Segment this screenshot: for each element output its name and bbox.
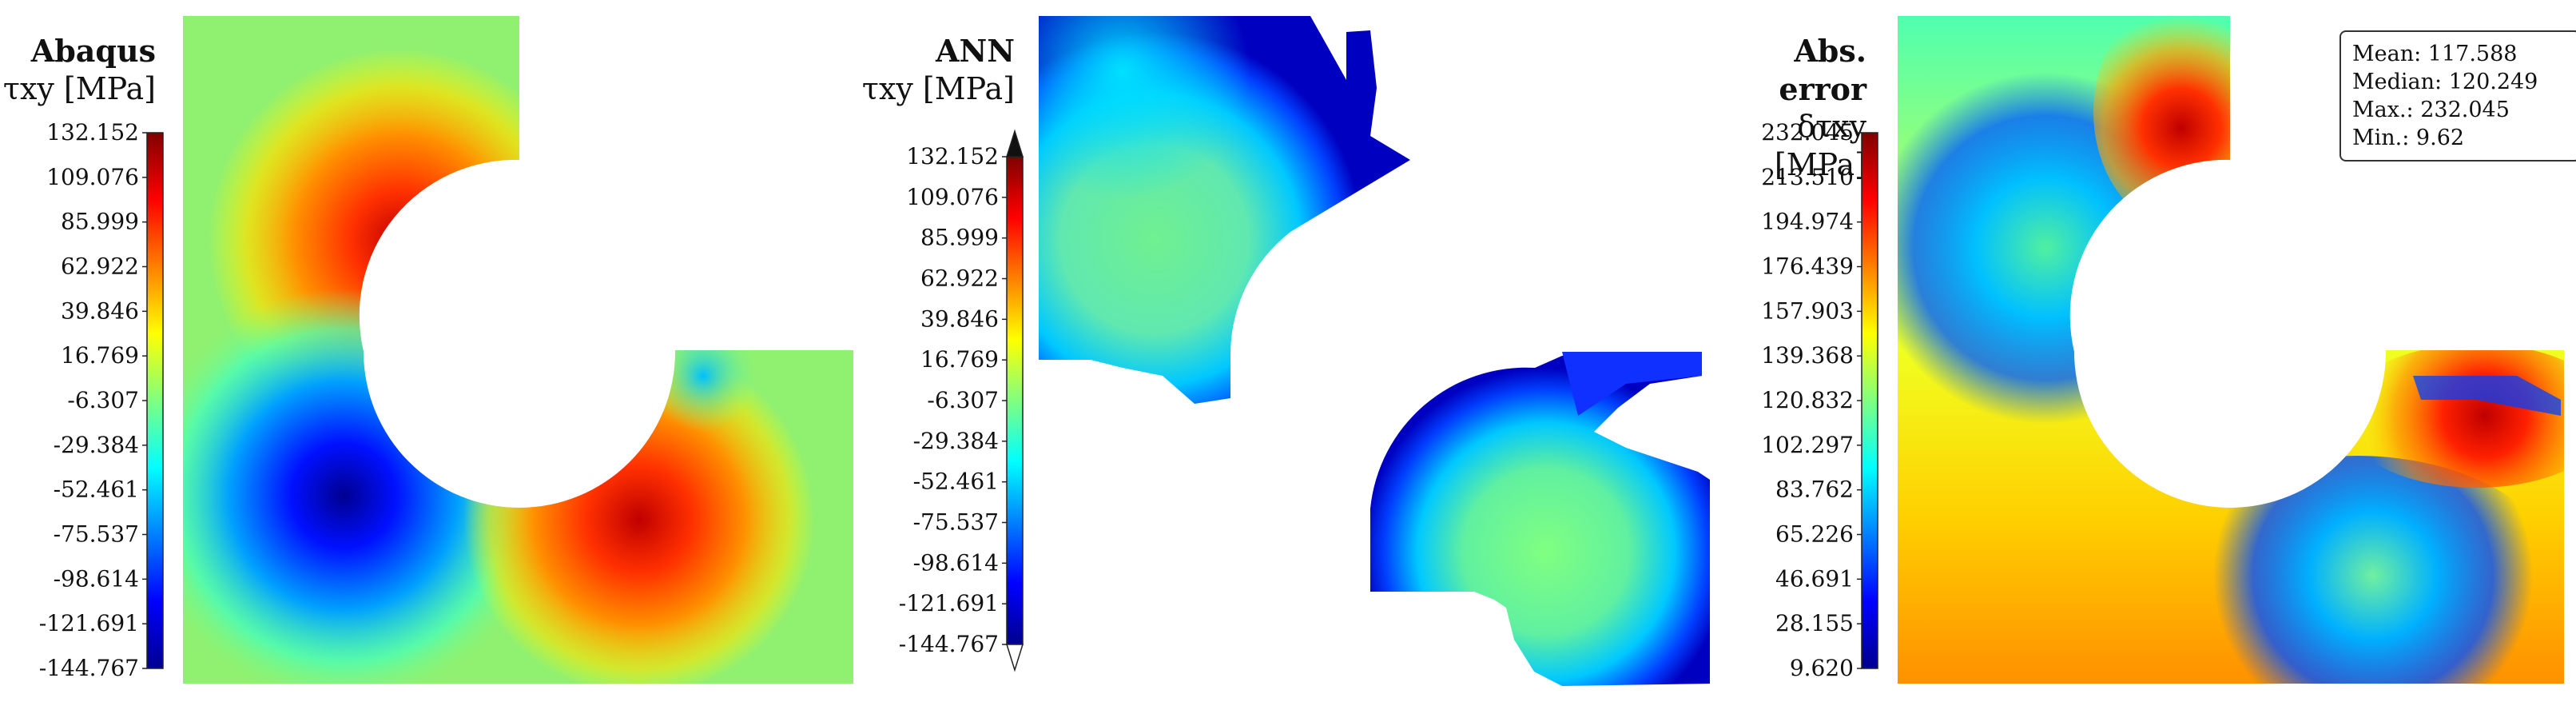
colorbar-tick-label: 9.620 xyxy=(1790,655,1854,681)
colorbar-tick-label: 102.297 xyxy=(1761,432,1854,458)
abaqus-field xyxy=(183,16,853,684)
colorbar-tick-label: 85.999 xyxy=(61,209,139,235)
colorbar-tick-label: 85.999 xyxy=(920,225,999,251)
colorbar-tick-label: -144.767 xyxy=(39,655,139,681)
colorbar-tick-label: 176.439 xyxy=(1761,253,1854,280)
stat-min: Min.: 9.62 xyxy=(2352,126,2465,151)
colorbar-tick-label: 65.226 xyxy=(1775,521,1854,548)
colorbar-tick-label: -29.384 xyxy=(913,428,999,454)
ann-title: ANN xyxy=(936,33,1015,69)
colorbar-tick-label: 120.832 xyxy=(1761,387,1854,413)
error-stats-box: Mean: 117.588 Median: 120.249 Max.: 232.… xyxy=(2339,30,2576,162)
colorbar-tick-label: 39.846 xyxy=(61,297,139,324)
colorbar-tick-label: -75.537 xyxy=(913,509,999,536)
colorbar-min-extend xyxy=(1005,644,1024,672)
colorbar-tick-label: 109.076 xyxy=(906,184,999,210)
colorbar-tick-label: 157.903 xyxy=(1761,297,1854,324)
error-title: Abs. error xyxy=(1779,33,1866,107)
ann-panel: ANN τxy [MPa] 132.152 109.076 85.999 62.922… xyxy=(859,0,1722,702)
error-quantity-label: δτxy [MPa] xyxy=(1774,109,1866,182)
colorbar-tick-label: -6.307 xyxy=(927,387,999,413)
ann-lower-tail xyxy=(1562,352,1702,416)
colorbar-tick-label: -52.461 xyxy=(913,469,999,495)
colorbar-tick-label: -29.384 xyxy=(54,432,139,458)
colorbar-tick-label: 62.922 xyxy=(61,253,139,280)
ann-plot: 132.152 109.076 85.999 62.922 39.846 16.769 -6… xyxy=(899,16,1710,686)
colorbar-tick-label: 194.974 xyxy=(1761,209,1854,235)
colorbar-tick-label: 16.769 xyxy=(61,342,139,369)
ann-upper-highlight xyxy=(1039,16,1410,404)
colorbar-max-extend xyxy=(1005,129,1024,158)
colorbar-tick-label: -144.767 xyxy=(899,631,999,657)
stat-median: Median: 120.249 xyxy=(2352,70,2538,95)
colorbar-scale xyxy=(1861,132,1878,669)
ann-title-block: ANN τxy [MPa] xyxy=(859,32,1015,108)
abaqus-colorbar: 132.152 109.076 85.999 62.922 39.846 16.769 -6… xyxy=(39,119,164,681)
abaqus-title: Abaqus xyxy=(30,33,156,69)
colorbar-tick-label: -75.537 xyxy=(54,521,139,548)
stat-mean: Mean: 117.588 xyxy=(2352,42,2518,66)
abaqus-hole xyxy=(364,196,675,508)
colorbar-tick-label: 16.769 xyxy=(920,346,999,373)
stat-max: Max.: 232.045 xyxy=(2352,98,2510,123)
colorbar-tick-label: -52.461 xyxy=(54,477,139,503)
colorbar-tick-label: 139.368 xyxy=(1761,342,1854,369)
colorbar-tick-label: 39.846 xyxy=(920,305,999,332)
colorbar-tick-label: -98.614 xyxy=(913,549,999,576)
abaqus-panel: Abaqus τxy [MPa] 132.152 109.076 85.999 62.… xyxy=(0,0,863,702)
error-colorbar: 232.045 213.510 194.974 176.439 157.903 139.3… xyxy=(1761,119,1878,681)
colorbar-tick-label: 46.691 xyxy=(1775,565,1854,592)
abaqus-quantity-label: τxy [MPa] xyxy=(2,70,156,106)
error-hotspot-right xyxy=(2341,344,2564,488)
colorbar-tick-label: -121.691 xyxy=(899,590,999,616)
ann-quantity-label: τxy [MPa] xyxy=(861,70,1015,106)
abaqus-title-block: Abaqus τxy [MPa] xyxy=(0,32,156,108)
error-notch-band xyxy=(2413,376,2561,416)
colorbar-scale xyxy=(146,132,164,669)
colorbar-tick-label: 132.152 xyxy=(46,119,139,146)
colorbar-tick-label: 109.076 xyxy=(46,164,139,190)
error-title-block: Abs. error δτxy [MPa] xyxy=(1718,32,1866,184)
error-hotspot-top xyxy=(2093,16,2285,232)
colorbar-tick-label: 28.155 xyxy=(1775,610,1854,636)
colorbar-tick-label: 232.045 xyxy=(1761,119,1854,146)
colorbar-tick-label: -6.307 xyxy=(67,387,139,413)
abaqus-plot: 132.152 109.076 85.999 62.922 39.846 16.769 -6… xyxy=(39,16,853,684)
ann-lower-fragment xyxy=(1370,352,1710,686)
ann-colorbar: 132.152 109.076 85.999 62.922 39.846 16.769 -6… xyxy=(899,129,1024,672)
error-hole xyxy=(2074,196,2386,508)
colorbar-tick-label: 213.510 xyxy=(1761,164,1854,190)
colorbar-tick-label: 132.152 xyxy=(906,143,999,170)
colorbar-tick-label: 62.922 xyxy=(920,265,999,292)
error-low-region-lower xyxy=(2149,456,2564,684)
colorbar-tick-label: -98.614 xyxy=(54,565,139,592)
ann-field xyxy=(1039,16,1710,686)
colorbar-scale xyxy=(1006,156,1024,645)
colorbar-tick-label: -121.691 xyxy=(39,610,139,636)
colorbar-tick-label: 83.762 xyxy=(1775,477,1854,503)
